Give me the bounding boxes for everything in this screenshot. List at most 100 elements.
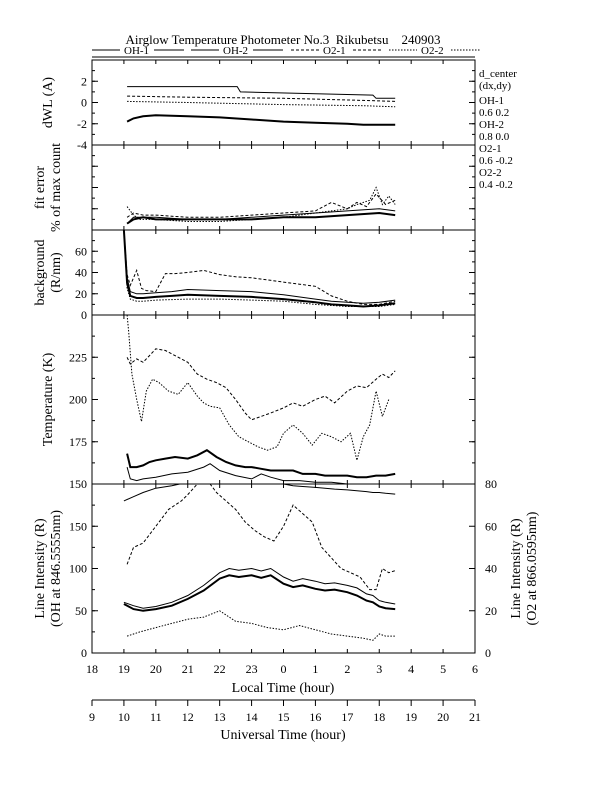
lt-tick-label: 5 — [440, 662, 446, 676]
y-tick-label: 225 — [69, 350, 87, 364]
series-line-oh-2 — [126, 211, 396, 225]
series-line-oh-2 — [126, 449, 396, 479]
series-line-o2-2 — [127, 100, 396, 108]
ut-tick-label: 16 — [309, 710, 321, 724]
panel-frame — [91, 314, 476, 485]
series-line-o2-2 — [126, 315, 390, 461]
lt-tick-label: 2 — [344, 662, 350, 676]
legend-label-o2-2: O2-2 — [421, 45, 444, 57]
y-axis-label: (OH at 846.5555nm) — [49, 510, 64, 627]
y2-tick-label: 40 — [485, 562, 497, 576]
y-axis-label: dWL (A) — [41, 77, 56, 129]
y2-tick-label: 20 — [485, 604, 497, 618]
ut-tick-label: 10 — [118, 710, 130, 724]
side-entry-value: 0.4 -0.2 — [479, 179, 513, 191]
side-entry-value: 0.8 0.0 — [479, 131, 510, 143]
y-tick-label: 2 — [81, 74, 87, 88]
y2-tick-label: 60 — [485, 519, 497, 533]
y-tick-label: 50 — [75, 604, 87, 618]
lt-axis-label: Local Time (hour) — [232, 681, 335, 696]
panel-temperature: 150 175 200 225 Temperature (K) — [41, 314, 476, 491]
ut-tick-label: 18 — [373, 710, 385, 724]
lt-tick-label: 0 — [281, 662, 287, 676]
y-axis-label: fit error — [33, 166, 48, 209]
side-header: d_center — [479, 68, 517, 80]
series-line-oh-2 — [123, 567, 396, 609]
panel-frame — [91, 483, 476, 654]
panel-line-intensity: 0 50 100 150 0 20 40 60 80 Line Intensity (R) (OH … — [33, 477, 540, 660]
series-line-oh-1 — [126, 463, 369, 484]
y-tick-label: 0 — [81, 96, 87, 110]
y-tick-label: 150 — [69, 519, 87, 533]
y-tick-label: 40 — [75, 266, 87, 280]
side-entry-name: OH-1 — [479, 95, 504, 107]
series-line-o2-1 — [126, 193, 396, 218]
series-line-oh-2 — [126, 114, 396, 126]
y-tick-label: -2 — [77, 117, 87, 131]
side-entry-name: O2-2 — [479, 167, 502, 179]
lt-tick-label: 4 — [408, 662, 414, 676]
lt-tick-label: 23 — [246, 662, 258, 676]
y-axis-label: Line Intensity (R) — [33, 518, 48, 619]
y-tick-label: 150 — [69, 477, 87, 491]
ut-tick-label: 21 — [469, 710, 481, 724]
y-tick-label: 60 — [75, 244, 87, 258]
panel-dwl: -4 -2 0 2 dWL (A) — [41, 59, 476, 152]
y-axis-label: % of max count — [49, 143, 64, 232]
y-tick-label: 0 — [81, 308, 87, 322]
series-line-oh-1 — [123, 484, 396, 502]
series-line-o2-1 — [126, 484, 396, 591]
lt-tick-label: 19 — [118, 662, 130, 676]
panel-background: 0 20 40 60 background (R/nm) — [33, 229, 476, 322]
panel-frame — [91, 59, 476, 146]
lt-tick-label: 18 — [86, 662, 98, 676]
side-entry-name: O2-1 — [479, 143, 502, 155]
series-line-oh-1 — [123, 230, 396, 304]
side-entry-name: OH-2 — [479, 119, 504, 131]
lt-tick-label: 22 — [214, 662, 226, 676]
ut-tick-label: 13 — [214, 710, 226, 724]
series-line-oh-2 — [123, 574, 396, 612]
series-line-oh-1 — [127, 86, 396, 99]
lt-tick-label: 21 — [182, 662, 194, 676]
ut-tick-label: 9 — [89, 710, 95, 724]
legend-label-oh-1: OH-1 — [124, 45, 149, 57]
ut-tick-label: 19 — [405, 710, 417, 724]
y-tick-label: -4 — [77, 138, 87, 152]
panel-fit-error: fit error% of max count — [33, 143, 476, 232]
series-line-o2-1 — [127, 95, 396, 102]
ut-tick-label: 17 — [341, 710, 353, 724]
legend: OH-1 OH-2 O2-1 O2-2 — [92, 45, 481, 58]
ut-axis-label: Universal Time (hour) — [220, 728, 346, 743]
series-line-o2-2 — [123, 230, 396, 307]
ut-tick-label: 15 — [278, 710, 290, 724]
ut-tick-label: 20 — [437, 710, 449, 724]
universal-time-axis: 9 10 11 12 13 14 15 16 17 18 19 20 21 Universal Time … — [89, 699, 481, 743]
legend-label-o2-1: O2-1 — [323, 45, 346, 57]
y2-axis-label: (O2 at 866.0595nm) — [525, 511, 540, 625]
y-tick-label: 100 — [69, 562, 87, 576]
side-info: d_center(dx,dy)OH-10.6 0.2OH-20.8 0.0O2-… — [479, 68, 517, 191]
series-line-o2-1 — [126, 348, 396, 421]
y-tick-label: 20 — [75, 287, 87, 301]
side-entry-value: 0.6 0.2 — [479, 107, 509, 119]
series-line-o2-2 — [126, 186, 396, 222]
side-entry-value: 0.6 -0.2 — [479, 155, 513, 167]
y-tick-label: 175 — [69, 435, 87, 449]
y-axis-label: (R/nm) — [49, 252, 64, 293]
y-axis-label: background — [33, 239, 48, 305]
ut-tick-label: 12 — [182, 710, 194, 724]
y2-tick-label: 80 — [485, 477, 497, 491]
panels: -4 -2 0 2 dWL (A) fit error% of max count 0 20 4… — [33, 59, 540, 660]
y-axis-label: Temperature (K) — [41, 352, 56, 446]
series-line-o2-2 — [126, 610, 396, 641]
side-header-sub: (dx,dy) — [479, 80, 511, 92]
series-line-oh-2 — [122, 230, 396, 308]
y-tick-label: 200 — [69, 393, 87, 407]
y-tick-label: 0 — [81, 646, 87, 660]
lt-tick-label: 3 — [376, 662, 382, 676]
y2-tick-label: 0 — [485, 646, 491, 660]
